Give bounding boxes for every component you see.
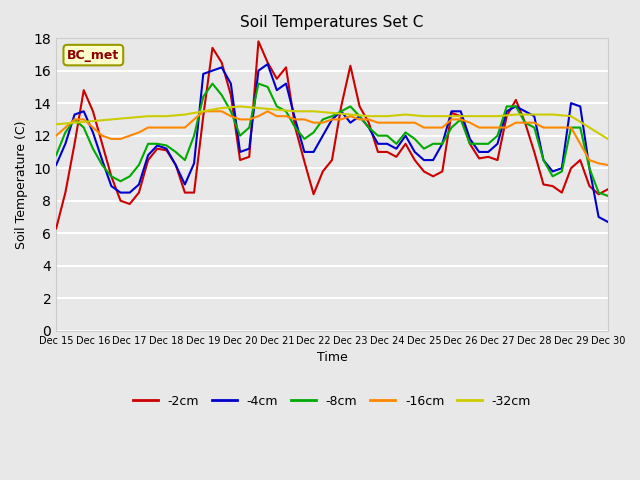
Title: Soil Temperatures Set C: Soil Temperatures Set C: [240, 15, 424, 30]
Y-axis label: Soil Temperature (C): Soil Temperature (C): [15, 120, 28, 249]
Text: BC_met: BC_met: [67, 48, 120, 61]
Legend: -2cm, -4cm, -8cm, -16cm, -32cm: -2cm, -4cm, -8cm, -16cm, -32cm: [128, 390, 536, 413]
X-axis label: Time: Time: [317, 351, 348, 364]
